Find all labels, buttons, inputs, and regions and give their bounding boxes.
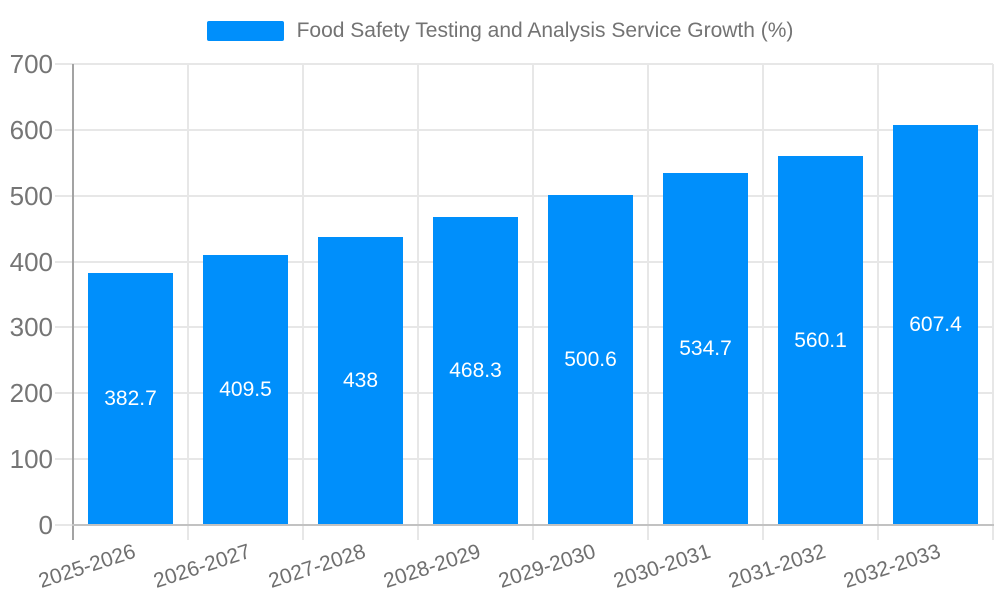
y-gridline (55, 326, 993, 329)
bar-2031-2032[interactable] (778, 156, 863, 524)
x-gridline (762, 64, 764, 540)
bar-2028-2029[interactable] (433, 216, 518, 524)
y-gridline (55, 458, 993, 461)
bar-value-label: 534.7 (679, 336, 732, 360)
bar-value-label: 500.6 (564, 348, 617, 372)
legend-swatch (206, 21, 284, 41)
bar-2030-2031[interactable] (663, 172, 748, 524)
legend[interactable]: Food Safety Testing and Analysis Service… (0, 18, 1000, 44)
y-axis-tick-label: 600 (9, 114, 53, 145)
bar-value-label: 382.7 (104, 386, 157, 410)
y-axis-tick-label: 700 (9, 49, 53, 79)
y-axis-line (72, 64, 74, 540)
bar-value-label: 409.5 (219, 378, 272, 402)
bar-value-label: 607.4 (909, 312, 962, 336)
bar-value-label: 468.3 (449, 358, 502, 382)
bar-2025-2026[interactable] (88, 272, 173, 524)
bar-2032-2033[interactable] (893, 124, 978, 524)
x-gridline (877, 64, 879, 540)
x-gridline (302, 64, 304, 540)
y-gridline (55, 63, 993, 65)
bar-value-label: 438 (342, 368, 379, 392)
y-axis-tick-label: 400 (9, 246, 53, 277)
y-axis-tick-label: 200 (9, 378, 53, 409)
x-gridline (187, 64, 189, 540)
y-axis-tick-label: 300 (9, 312, 53, 343)
y-gridline (55, 260, 993, 263)
bar-value-label: 560.1 (794, 328, 847, 352)
y-axis-tick-label: 0 (38, 510, 53, 540)
y-axis-tick-label: 100 (9, 444, 53, 475)
x-gridline (532, 64, 534, 540)
legend-series-label: Food Safety Testing and Analysis Service… (296, 19, 794, 42)
y-gridline (55, 392, 993, 395)
x-axis-line (72, 524, 994, 526)
x-gridline (647, 64, 649, 540)
x-gridline (992, 64, 994, 540)
bar-2027-2028[interactable] (318, 236, 403, 524)
y-gridline (55, 194, 993, 197)
y-gridline (55, 128, 993, 131)
y-axis-tick-label: 500 (9, 180, 53, 211)
bar-2026-2027[interactable] (203, 255, 288, 524)
x-gridline (417, 64, 419, 540)
bar-2029-2030[interactable] (548, 195, 633, 524)
